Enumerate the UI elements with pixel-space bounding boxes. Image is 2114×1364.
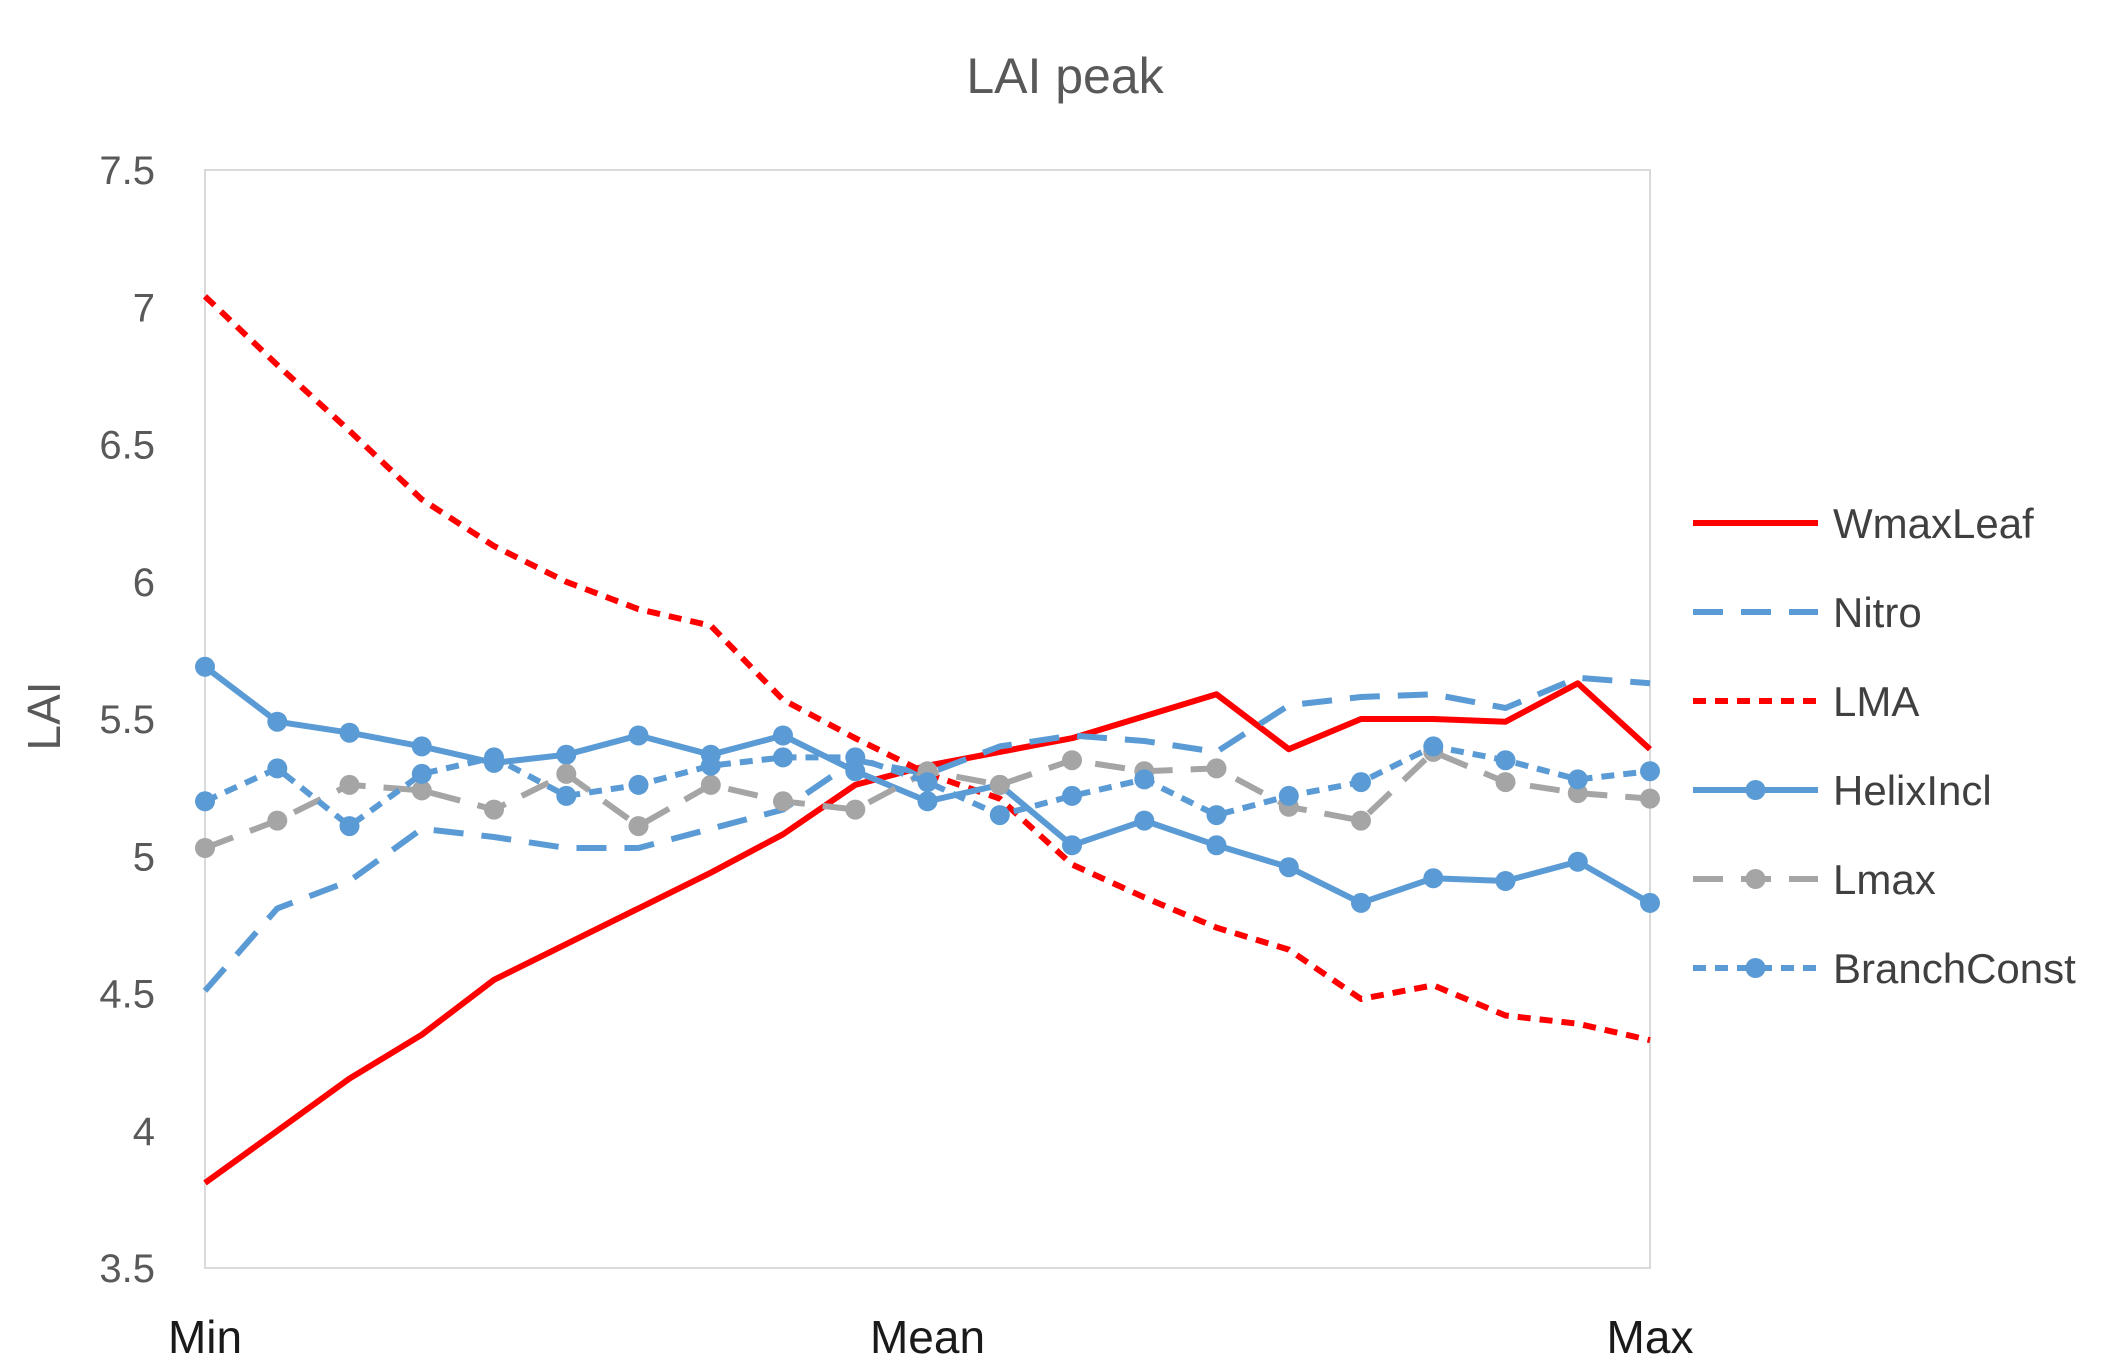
data-point — [267, 758, 288, 779]
y-tick-labels: 3.5 4 4.5 5 5.5 6 6.5 7 7.5 — [99, 149, 155, 1291]
data-point — [1206, 805, 1227, 826]
x-tick-labels: Min Mean Max — [168, 1311, 1694, 1363]
data-point — [773, 791, 793, 812]
y-tick-label: 7 — [133, 286, 155, 330]
data-point — [700, 774, 721, 795]
x-tick-label: Max — [1607, 1311, 1694, 1363]
data-point — [1495, 772, 1516, 793]
data-point — [339, 774, 360, 795]
data-point — [773, 725, 793, 746]
series-line — [202, 674, 1651, 993]
data-point — [845, 761, 866, 782]
data-point — [1134, 810, 1155, 831]
data-point — [1351, 810, 1371, 831]
data-point — [411, 736, 432, 757]
y-tick-label: 6 — [133, 561, 155, 605]
data-point — [1062, 785, 1082, 806]
data-point — [195, 656, 215, 677]
series-Lmax — [195, 741, 1660, 858]
data-point — [1206, 758, 1227, 779]
series-layer — [195, 294, 1660, 1186]
data-point — [917, 772, 938, 793]
legend-item: WmaxLeaf — [1693, 500, 2034, 547]
data-point — [484, 747, 504, 768]
data-point — [484, 799, 504, 820]
legend-label: Nitro — [1833, 589, 1922, 636]
data-point — [1423, 868, 1444, 889]
data-point — [1640, 788, 1660, 809]
legend-item: HelixIncl — [1693, 767, 1992, 814]
data-point — [917, 791, 938, 812]
data-point — [195, 838, 215, 858]
data-point — [1062, 750, 1082, 771]
data-point — [1640, 761, 1660, 782]
legend-label: BranchConst — [1833, 945, 2076, 992]
chart-title: LAI peak — [966, 48, 1164, 104]
legend-marker — [1745, 869, 1766, 889]
series-BranchConst — [195, 736, 1660, 837]
y-tick-label: 4.5 — [99, 973, 155, 1017]
data-point — [411, 763, 432, 784]
data-point — [1351, 772, 1371, 793]
series-line — [202, 294, 1651, 1044]
y-tick-label: 7.5 — [99, 149, 155, 193]
data-point — [1495, 871, 1516, 891]
data-point — [845, 799, 866, 820]
legend-item: LMA — [1693, 678, 1919, 725]
data-point — [1640, 892, 1660, 913]
data-point — [989, 774, 1010, 795]
data-point — [1062, 835, 1082, 856]
data-point — [773, 747, 793, 768]
data-point — [1278, 785, 1299, 806]
data-point — [1567, 769, 1588, 790]
y-tick-label: 4 — [133, 1110, 155, 1154]
legend-item: Lmax — [1693, 856, 1936, 903]
data-point — [339, 816, 360, 837]
data-point — [267, 810, 288, 831]
data-point — [1567, 851, 1588, 872]
data-point — [556, 763, 577, 784]
data-point — [411, 780, 432, 801]
series-Nitro — [202, 674, 1651, 993]
y-tick-label: 5 — [133, 835, 155, 879]
y-tick-label: 3.5 — [99, 1247, 155, 1291]
legend-label: HelixIncl — [1833, 767, 1992, 814]
y-axis-label: LAI — [18, 681, 70, 750]
legend-marker — [1745, 780, 1766, 800]
data-point — [1134, 769, 1155, 790]
data-point — [700, 755, 721, 776]
x-tick-label: Mean — [870, 1311, 985, 1363]
data-point — [989, 805, 1010, 826]
legend-label: Lmax — [1833, 856, 1936, 903]
data-point — [556, 785, 577, 806]
plot-area-frame — [204, 169, 1651, 1269]
x-tick-label: Min — [168, 1311, 242, 1363]
data-point — [267, 711, 288, 732]
data-point — [1423, 736, 1444, 757]
data-point — [195, 791, 215, 812]
legend-item: Nitro — [1693, 589, 1922, 636]
legend-marker — [1745, 958, 1766, 978]
data-point — [845, 747, 866, 768]
legend-item: BranchConst — [1693, 945, 2076, 992]
data-point — [1351, 892, 1371, 913]
y-tick-label: 5.5 — [99, 698, 155, 742]
data-point — [628, 816, 649, 837]
legend-label: WmaxLeaf — [1833, 500, 2034, 547]
data-point — [1567, 783, 1588, 804]
series-LMA — [202, 294, 1651, 1044]
data-point — [628, 725, 649, 746]
data-point — [1206, 835, 1227, 856]
data-point — [556, 744, 577, 765]
data-point — [339, 722, 360, 743]
legend: WmaxLeaf Nitro LMA HelixIncl Lmax BranchConst — [1693, 500, 2076, 992]
data-point — [628, 774, 649, 795]
legend-label: LMA — [1833, 678, 1919, 725]
data-point — [1278, 857, 1299, 878]
y-tick-label: 6.5 — [99, 424, 155, 468]
data-point — [1495, 750, 1516, 771]
